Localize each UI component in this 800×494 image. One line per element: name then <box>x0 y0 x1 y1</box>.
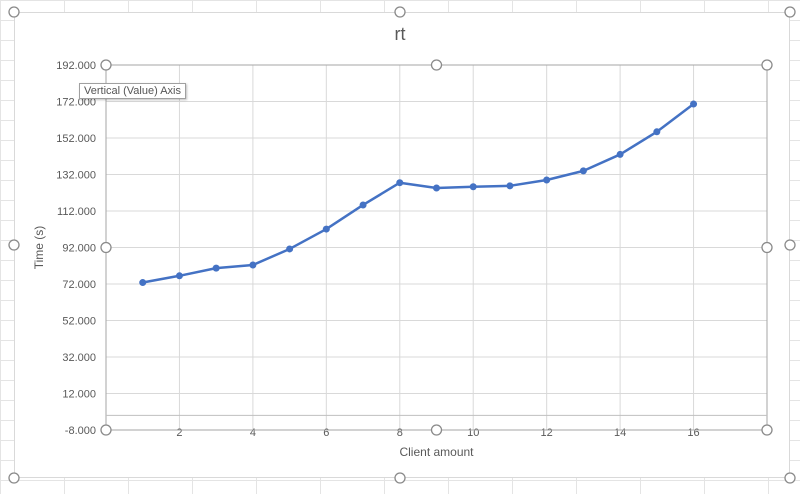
data-point[interactable] <box>139 279 147 287</box>
chart-resize-handle[interactable] <box>8 6 20 18</box>
x-tick-label: 6 <box>323 427 329 439</box>
data-point[interactable] <box>286 245 294 253</box>
data-point[interactable] <box>396 179 404 187</box>
series-line[interactable] <box>142 103 695 284</box>
x-tick-label: 14 <box>614 427 626 439</box>
y-tick-label: -8.000 <box>65 425 96 437</box>
data-point[interactable] <box>175 272 183 280</box>
x-tick-label: 4 <box>250 427 256 439</box>
chart-resize-handle[interactable] <box>784 6 796 18</box>
data-point[interactable] <box>322 225 330 233</box>
y-tick-label: 32.000 <box>62 352 96 364</box>
data-point[interactable] <box>616 150 624 158</box>
y-tick-label: 12.000 <box>62 389 96 401</box>
y-tick-label: 112.000 <box>57 206 96 218</box>
y-tick-label: 92.000 <box>62 243 96 255</box>
y-tick-label: 132.000 <box>56 170 96 182</box>
data-point[interactable] <box>579 167 587 175</box>
y-axis-title: Time (s) <box>32 226 46 270</box>
plot-resize-handle[interactable] <box>100 424 112 436</box>
plot-resize-handle[interactable] <box>761 424 773 436</box>
data-point[interactable] <box>543 176 551 184</box>
plot-resize-handle[interactable] <box>100 241 112 254</box>
y-tick-label: 72.000 <box>62 279 96 291</box>
plot-resize-handle[interactable] <box>761 59 773 71</box>
data-point[interactable] <box>653 128 661 136</box>
data-point[interactable] <box>359 201 367 209</box>
x-tick-label: 2 <box>176 427 182 439</box>
x-tick-label: 10 <box>467 427 479 439</box>
plot-resize-handle[interactable] <box>761 241 773 254</box>
x-tick-label: 16 <box>687 427 699 439</box>
data-point[interactable] <box>433 184 440 192</box>
data-point[interactable] <box>212 264 220 272</box>
y-tick-label: 172.000 <box>56 97 96 109</box>
x-axis-title: Client amount <box>399 445 474 459</box>
data-point[interactable] <box>249 261 257 269</box>
plot-resize-handle[interactable] <box>430 59 443 71</box>
chart-resize-handle[interactable] <box>784 472 796 484</box>
y-tick-label: 52.000 <box>62 316 96 328</box>
x-tick-label: 12 <box>541 427 553 439</box>
chart-resize-handle[interactable] <box>8 239 20 251</box>
chart-resize-handle[interactable] <box>784 239 796 251</box>
plot-resize-handle[interactable] <box>100 59 112 71</box>
axis-tooltip: Vertical (Value) Axis <box>79 83 187 99</box>
chart-title[interactable]: rt <box>394 24 406 44</box>
chart-resize-handle[interactable] <box>394 6 406 18</box>
chart-resize-handle[interactable] <box>394 472 406 484</box>
y-tick-label: 152.000 <box>56 133 96 145</box>
x-tick-label: 8 <box>397 427 403 439</box>
data-point[interactable] <box>690 100 698 108</box>
chart-resize-handle[interactable] <box>8 472 20 484</box>
data-point[interactable] <box>469 183 477 191</box>
data-point[interactable] <box>506 182 514 190</box>
y-tick-label: 192.000 <box>56 60 96 72</box>
plot-resize-handle[interactable] <box>430 424 443 436</box>
